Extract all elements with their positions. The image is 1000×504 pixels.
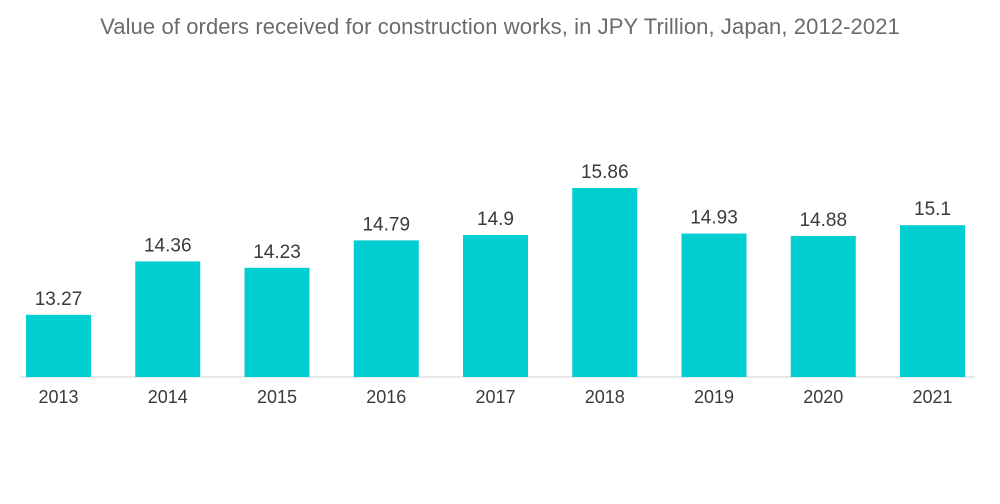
x-tick-label-2013: 2013	[38, 387, 78, 407]
data-label-2015: 14.23	[253, 242, 301, 263]
x-tick-label-2014: 2014	[148, 387, 188, 407]
data-label-2019: 14.93	[690, 208, 738, 229]
bar-2019	[681, 233, 747, 377]
x-tick-label-2016: 2016	[366, 387, 406, 407]
x-tick-label-2018: 2018	[585, 387, 625, 407]
x-tick-label-2020: 2020	[803, 387, 843, 407]
bar-2014	[135, 261, 201, 377]
bar-2017	[463, 235, 528, 377]
data-label-2017: 14.9	[477, 209, 514, 230]
bar-2018	[572, 188, 638, 377]
data-label-2016: 14.79	[362, 214, 410, 235]
bar-2020	[790, 235, 856, 377]
bars-group: 13.27 2013 14.36 2014 14.23 2015 14.79 2016 14.9…	[26, 162, 965, 407]
bar-2015	[244, 267, 310, 377]
data-label-2014: 14.36	[144, 235, 192, 256]
bar-2013	[26, 314, 91, 377]
data-label-2021: 15.1	[914, 199, 951, 220]
bar-2016	[353, 240, 419, 377]
x-tick-label-2019: 2019	[694, 387, 734, 407]
x-tick-label-2015: 2015	[257, 387, 297, 407]
chart-title: Value of orders received for constructio…	[100, 14, 900, 39]
data-label-2020: 14.88	[799, 210, 847, 231]
x-tick-label-2021: 2021	[912, 387, 952, 407]
x-tick-label-2017: 2017	[475, 387, 515, 407]
data-label-2013: 13.27	[35, 289, 83, 310]
bar-2021	[900, 225, 965, 377]
data-label-2018: 15.86	[581, 162, 629, 183]
